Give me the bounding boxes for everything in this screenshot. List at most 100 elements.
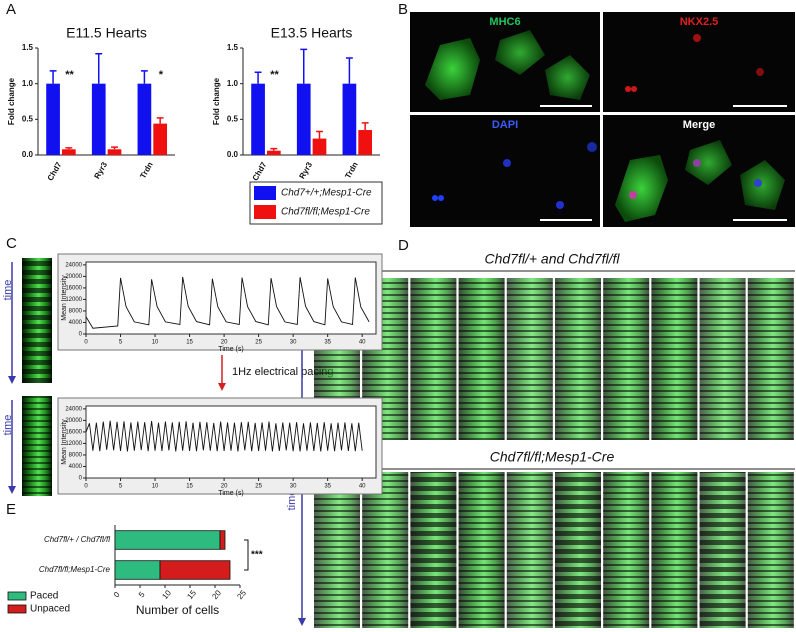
time-label: time — [2, 280, 14, 301]
kymograph-stripes — [651, 472, 698, 628]
bar — [91, 83, 106, 155]
cell — [425, 38, 480, 100]
legend-swatch — [7, 591, 27, 601]
kymograph-stripes — [555, 472, 601, 628]
kymograph-stripes — [458, 472, 505, 628]
pacing-label: 1Hz electrical pacing — [232, 366, 334, 378]
cell — [740, 160, 785, 210]
kymograph-stripes — [651, 278, 698, 440]
chart-title: E13.5 Hearts — [271, 25, 353, 41]
time-label: time — [2, 415, 14, 436]
kymograph-title: Chd7fl/+ and Chd7fl/fl — [484, 251, 620, 267]
y-tick-label: 4000 — [69, 464, 83, 470]
x-tick-label: 40 — [359, 340, 366, 346]
legend-swatch — [254, 205, 276, 219]
legend-label: Paced — [30, 591, 58, 602]
cell — [545, 55, 590, 100]
x-tick-label: 10 — [152, 484, 159, 490]
y-axis-label: Fold change — [7, 77, 16, 125]
y-tick-label: 24000 — [65, 262, 82, 268]
nucleus — [587, 142, 597, 152]
x-tick-label: 35 — [324, 340, 331, 346]
x-tick-label: 30 — [290, 484, 297, 490]
significance: ** — [65, 69, 74, 81]
arrow-head — [8, 376, 16, 384]
x-tick-label: Ryr3 — [297, 160, 314, 180]
chart-title: E11.5 Hearts — [66, 25, 147, 41]
significance-bracket — [244, 539, 249, 571]
x-tick-label: 15 — [185, 588, 198, 601]
legend-swatch — [254, 186, 276, 200]
x-axis-label: Time (s) — [218, 490, 243, 497]
y-tick-label: 0.5 — [22, 114, 34, 123]
significance: ** — [270, 69, 279, 81]
nucleus — [625, 86, 631, 92]
bar — [46, 83, 60, 155]
x-tick-label: Chd7 — [251, 160, 269, 182]
x-tick-label: Ryr3 — [92, 160, 109, 180]
bar — [266, 150, 281, 155]
legend-label: Chd7fl/fl;Mesp1-Cre — [281, 207, 370, 218]
panel-letter: E — [6, 501, 16, 518]
bar — [251, 83, 265, 155]
y-tick-label: 1.5 — [227, 43, 239, 52]
kymograph-stripes — [506, 278, 553, 440]
nucleus — [629, 191, 637, 199]
x-tick-label: 30 — [290, 340, 297, 346]
y-tick-label: 0.0 — [22, 150, 34, 159]
arrow-head — [218, 383, 226, 391]
kymograph-stripes — [410, 472, 457, 628]
x-tick-label: 25 — [235, 588, 248, 601]
y-tick-label: 24000 — [65, 406, 82, 412]
x-tick-label: 10 — [152, 340, 159, 346]
legend-label: Unpaced — [30, 604, 70, 615]
error-bar — [300, 48, 308, 84]
kymograph-stripes — [603, 472, 650, 628]
kymograph-stripes — [555, 278, 601, 440]
y-tick-label: 20000 — [65, 274, 82, 280]
y-tick-label: 16000 — [65, 429, 82, 435]
y-tick-label: 8000 — [69, 453, 83, 459]
nucleus — [756, 68, 764, 76]
error-bar — [156, 117, 164, 124]
y-tick-label: 1.5 — [22, 43, 34, 52]
image — [410, 115, 600, 227]
y-axis-label: Mean Intensity — [61, 419, 68, 465]
kymograph-stripes — [603, 278, 650, 440]
bar — [312, 138, 327, 155]
y-tick-label: 12000 — [65, 297, 82, 303]
image-label: NKX2.5 — [680, 16, 719, 28]
image-label: MHC6 — [489, 16, 520, 28]
cell — [685, 140, 732, 185]
kymograph-stripes — [22, 258, 52, 383]
y-tick-label: 16000 — [65, 285, 82, 291]
x-tick-label: 0 — [84, 484, 88, 490]
x-tick-label: Trdn — [343, 160, 360, 180]
significance: *** — [251, 550, 263, 561]
image — [603, 12, 795, 112]
bar — [342, 83, 357, 155]
y-tick-label: 0.5 — [227, 114, 239, 123]
x-tick-label: 5 — [137, 590, 147, 600]
bar — [153, 123, 168, 155]
y-tick-label: 1.0 — [227, 79, 239, 88]
x-tick-label: 10 — [160, 588, 173, 601]
error-bar — [65, 147, 73, 150]
kymograph-stripes — [314, 472, 360, 628]
cell — [615, 155, 668, 222]
bar-segment — [114, 560, 161, 580]
error-bar — [270, 147, 278, 151]
error-bar — [111, 146, 118, 150]
y-axis-label: Mean Intensity — [61, 275, 68, 321]
bar — [107, 149, 122, 155]
kymograph-stripes — [506, 472, 553, 628]
trace — [85, 420, 363, 452]
nucleus — [693, 159, 701, 167]
kymograph-stripes — [699, 472, 746, 628]
error-bar — [140, 70, 148, 84]
y-tick-label: Chd7fl/+ / Chd7fl/fl — [44, 535, 110, 544]
x-tick-label: 40 — [359, 484, 366, 490]
panel-letter: B — [398, 1, 408, 18]
bar — [61, 149, 76, 155]
legend-label: Chd7+/+;Mesp1-Cre — [281, 188, 372, 199]
